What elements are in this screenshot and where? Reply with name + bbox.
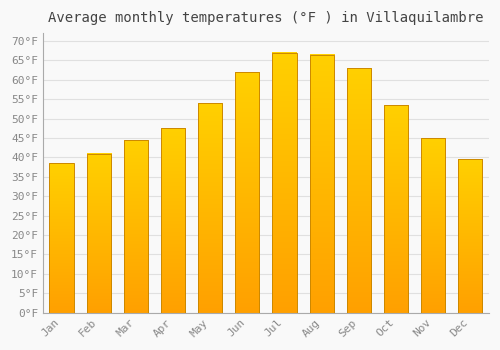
Bar xyxy=(310,55,334,313)
Bar xyxy=(198,103,222,313)
Bar xyxy=(421,138,445,313)
Bar xyxy=(86,154,111,313)
Bar xyxy=(458,159,482,313)
Bar xyxy=(347,68,371,313)
Bar xyxy=(124,140,148,313)
Bar xyxy=(384,105,408,313)
Bar xyxy=(161,128,185,313)
Title: Average monthly temperatures (°F ) in Villaquilambre: Average monthly temperatures (°F ) in Vi… xyxy=(48,11,484,25)
Bar xyxy=(236,72,260,313)
Bar xyxy=(272,52,296,313)
Bar xyxy=(50,163,74,313)
